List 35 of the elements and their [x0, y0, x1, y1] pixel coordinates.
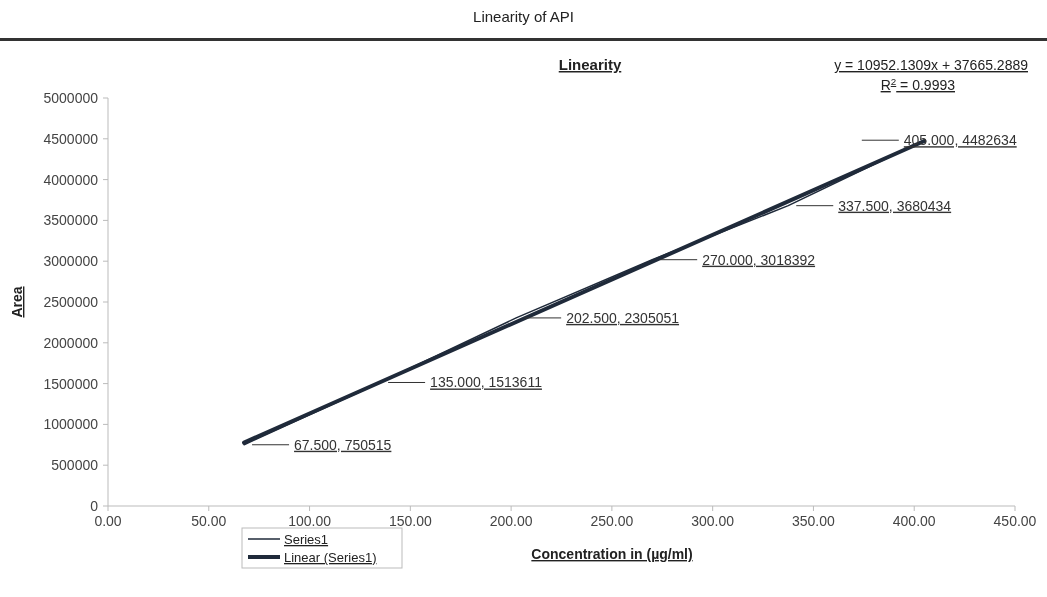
y-tick-label: 1000000: [43, 416, 99, 433]
y-tick-label: 5000000: [43, 90, 99, 106]
text: R$^{2}$ = 0.9993: [880, 75, 956, 93]
x-axis-title: Concentration in (µg/ml): [531, 546, 693, 562]
y-tick-label: 2000000: [43, 334, 99, 351]
data-label: 270.000, 3018392: [702, 251, 816, 268]
y-tick-label: 4000000: [43, 171, 99, 188]
x-tick-label: 250.00: [590, 513, 634, 529]
x-tick-label: 300.00: [691, 513, 735, 529]
legend-label: Linear (Series1): [284, 550, 377, 565]
x-tick-label: 100.00: [288, 513, 332, 529]
y-tick-label: 4500000: [43, 130, 99, 147]
data-label: 405.000, 4482634: [903, 132, 1017, 149]
y-axis-title: Area: [9, 286, 25, 318]
data-label: 67.500, 750515: [294, 436, 392, 453]
y-tick-label: 3000000: [43, 253, 99, 270]
legend-label: Series1: [284, 532, 329, 547]
x-tick-label: 200.00: [489, 513, 533, 529]
y-tick-label: 3500000: [43, 212, 99, 229]
x-tick-label: 350.00: [792, 513, 836, 529]
data-label: 202.500, 2305051: [566, 309, 680, 326]
y-tick-label: 2500000: [43, 294, 99, 310]
y-tick-label: 500000: [51, 457, 99, 474]
data-label: 337.500, 3680434: [838, 197, 952, 214]
x-tick-label: 0.00: [94, 513, 122, 529]
y-tick-label: 1500000: [43, 375, 99, 392]
y-tick-label: 0: [90, 498, 99, 514]
x-tick-label: 150.00: [388, 513, 432, 529]
data-label: 135.000, 1513611: [430, 374, 543, 391]
x-tick-label: 50.00: [191, 513, 227, 529]
x-tick-label: 450.00: [993, 513, 1037, 529]
text: y = 10952.1309x + 37665.2889: [834, 57, 1029, 73]
chart-title: Linearity of API: [473, 8, 574, 25]
chart-subtitle: Linearity: [558, 56, 622, 73]
x-tick-label: 400.00: [892, 513, 936, 529]
